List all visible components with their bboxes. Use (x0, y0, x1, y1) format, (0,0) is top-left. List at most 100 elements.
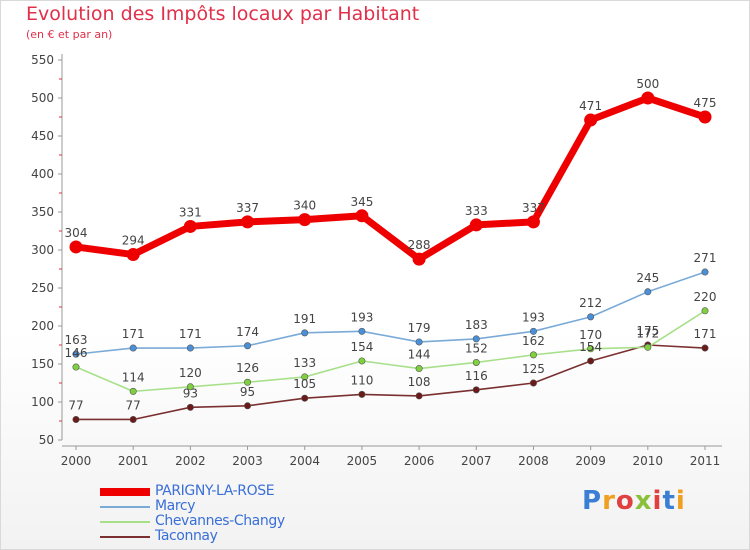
data-point (587, 345, 595, 353)
data-point (701, 307, 709, 315)
y-tick-label: 300 (31, 243, 54, 257)
data-label: 126 (236, 361, 259, 375)
data-label: 95 (240, 385, 255, 399)
data-label: 163 (65, 333, 88, 347)
x-tick-label: 2000 (61, 454, 92, 468)
data-point (469, 218, 483, 232)
data-point (355, 209, 369, 223)
logo-letter: r (602, 486, 616, 516)
data-label: 193 (522, 310, 545, 324)
data-label: 220 (694, 290, 717, 304)
data-point (415, 392, 423, 400)
y-tick-label: 500 (31, 91, 54, 105)
data-label: 294 (122, 234, 145, 248)
y-tick-label: 350 (31, 205, 54, 219)
data-label: 271 (694, 251, 717, 265)
y-tick-label: 100 (31, 395, 54, 409)
data-label: 475 (694, 96, 717, 110)
data-label: 212 (579, 296, 602, 310)
data-label: 175 (636, 324, 659, 338)
data-label: 116 (465, 369, 488, 383)
series-line-1 (75, 271, 706, 355)
data-point (701, 268, 709, 276)
data-point (526, 215, 540, 229)
data-label: 105 (293, 377, 316, 391)
data-label: 77 (68, 398, 83, 412)
legend-label: Marcy (155, 498, 196, 514)
data-point (72, 350, 80, 358)
data-point (412, 252, 426, 266)
data-label: 174 (236, 325, 259, 339)
y-tick-label: 550 (31, 53, 54, 67)
data-point (644, 288, 652, 296)
data-point (358, 390, 366, 398)
x-tick-label: 2005 (347, 454, 378, 468)
legend-swatch (100, 506, 150, 508)
data-label: 170 (579, 328, 602, 342)
data-point (301, 329, 309, 337)
data-point (529, 327, 537, 335)
logo-letter: i (652, 486, 663, 516)
legend-label: Chevannes-Changy (155, 513, 285, 529)
data-label: 172 (636, 326, 659, 340)
data-label: 337 (236, 201, 259, 215)
data-point (241, 215, 255, 229)
data-label: 154 (579, 340, 602, 354)
data-point (69, 240, 83, 254)
data-point (298, 213, 312, 227)
data-point (472, 386, 480, 394)
data-point (129, 387, 137, 395)
data-point (186, 403, 194, 411)
data-point (472, 358, 480, 366)
data-point (529, 379, 537, 387)
logo-letter: x (634, 486, 653, 516)
data-label: 471 (579, 99, 602, 113)
data-point (72, 363, 80, 371)
proxiti-logo: Proxiti (582, 486, 686, 516)
data-label: 193 (350, 310, 373, 324)
data-point (244, 378, 252, 386)
series-line-2 (75, 309, 706, 393)
x-tick-label: 2006 (404, 454, 435, 468)
data-point (183, 219, 197, 233)
data-label: 133 (293, 356, 316, 370)
x-tick-label: 2003 (232, 454, 263, 468)
data-label: 337 (522, 201, 545, 215)
data-point (644, 343, 652, 351)
series-line-0 (72, 94, 709, 263)
data-label: 77 (126, 398, 141, 412)
chart-subtitle: (en € et par an) (26, 28, 113, 41)
data-label: 179 (408, 321, 431, 335)
y-tick-label: 150 (31, 357, 54, 371)
data-label: 333 (465, 204, 488, 218)
data-label: 500 (636, 77, 659, 91)
data-label: 191 (293, 312, 316, 326)
data-label: 152 (465, 341, 488, 355)
data-label: 331 (179, 205, 202, 219)
data-label: 183 (465, 318, 488, 332)
data-label: 340 (293, 199, 316, 213)
x-tick-label: 2004 (289, 454, 320, 468)
logo-letter: t (662, 486, 676, 516)
data-point (186, 344, 194, 352)
data-label: 345 (350, 195, 373, 209)
data-label: 144 (408, 348, 431, 362)
x-tick-label: 2009 (575, 454, 606, 468)
data-point (587, 357, 595, 365)
data-point (129, 415, 137, 423)
chart-title: Evolution des Impôts locaux par Habitant (26, 3, 420, 25)
logo-letter: i (675, 486, 686, 516)
x-tick-label: 2008 (518, 454, 549, 468)
legend-swatch (100, 521, 150, 523)
legend-label: Taconnay (155, 528, 218, 544)
data-point (244, 402, 252, 410)
data-label: 93 (183, 386, 198, 400)
data-label: 171 (179, 327, 202, 341)
y-tick-label: 50 (39, 433, 54, 447)
data-point (126, 248, 140, 262)
data-point (584, 113, 598, 127)
x-tick-label: 2001 (118, 454, 149, 468)
data-point (301, 394, 309, 402)
data-point (415, 338, 423, 346)
